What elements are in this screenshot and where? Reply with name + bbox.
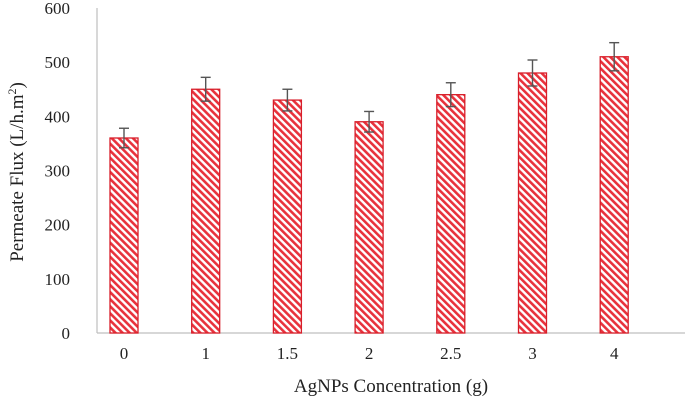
y-tick-labels: 0 100 200 300 400 500 600 bbox=[45, 0, 71, 343]
x-tick-labels: 0 1 1.5 2 2.5 3 4 bbox=[120, 344, 619, 363]
bar bbox=[436, 94, 466, 334]
y-tick-label: 200 bbox=[45, 216, 71, 235]
error-bar bbox=[200, 76, 211, 102]
error-bar bbox=[282, 88, 293, 112]
y-tick-label: 300 bbox=[45, 162, 71, 181]
x-axis-title: AgNPs Concentration (g) bbox=[294, 376, 488, 397]
x-tick-label: 1 bbox=[201, 344, 210, 363]
x-tick-label: 0 bbox=[120, 344, 129, 363]
x-tick-label: 2 bbox=[365, 344, 374, 363]
y-tick-label: 100 bbox=[45, 270, 71, 289]
y-tick-label: 600 bbox=[45, 0, 71, 18]
axes bbox=[96, 8, 685, 334]
y-axis-title-main: Permeate Flux (L/h.m bbox=[7, 94, 28, 261]
bar bbox=[517, 72, 548, 334]
y-tick-label: 0 bbox=[62, 324, 71, 343]
x-tick-label: 4 bbox=[610, 344, 619, 363]
bar bbox=[272, 99, 303, 334]
x-tick-label: 1.5 bbox=[277, 344, 298, 363]
error-bar bbox=[119, 127, 129, 149]
bar bbox=[599, 56, 629, 334]
y-axis-title: Permeate Flux (L/h.m2) bbox=[5, 82, 28, 262]
bars bbox=[109, 56, 629, 334]
error-bar bbox=[527, 59, 538, 87]
bar bbox=[109, 137, 139, 334]
y-tick-label: 400 bbox=[45, 107, 71, 126]
error-bar bbox=[364, 110, 375, 133]
error-bar bbox=[445, 82, 456, 108]
y-axis-title-close: ) bbox=[7, 82, 28, 88]
bar bbox=[191, 88, 221, 334]
y-tick-label: 500 bbox=[45, 53, 71, 72]
x-tick-label: 3 bbox=[528, 344, 537, 363]
bar bbox=[354, 121, 384, 334]
y-axis-title-superscript: 2 bbox=[5, 89, 19, 95]
error-bars bbox=[119, 41, 620, 149]
error-bar bbox=[609, 41, 620, 72]
x-tick-label: 2.5 bbox=[440, 344, 461, 363]
